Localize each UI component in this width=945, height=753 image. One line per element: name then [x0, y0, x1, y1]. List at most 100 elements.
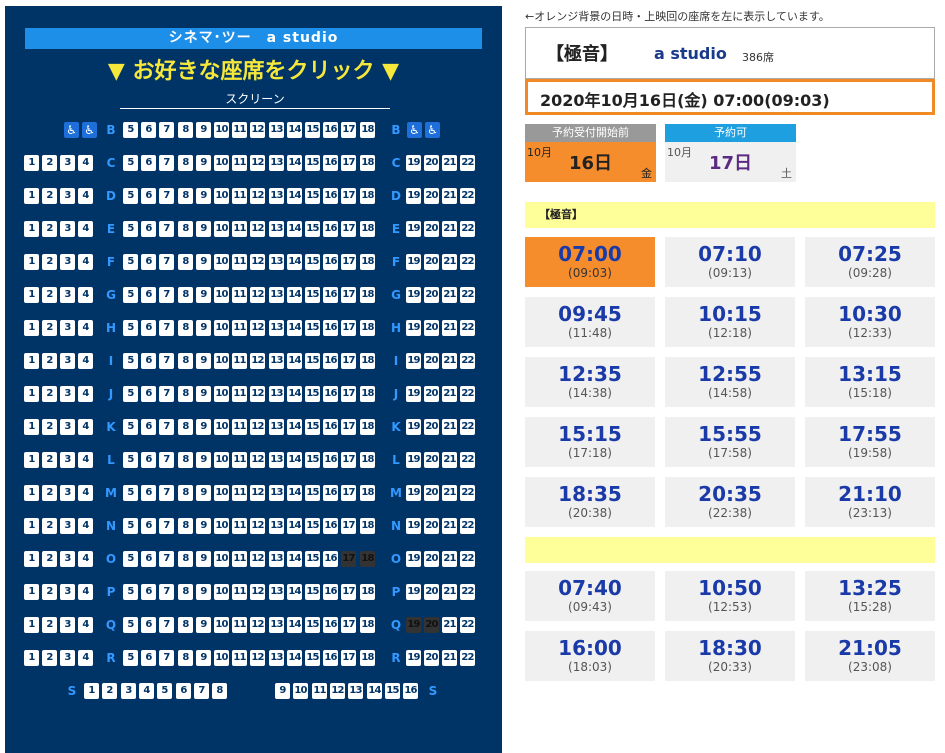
seat-12[interactable]: 12 [250, 320, 265, 336]
seat-3[interactable]: 3 [60, 551, 75, 567]
seat-16[interactable]: 16 [323, 452, 338, 468]
seat-13[interactable]: 13 [269, 122, 284, 138]
seat-13[interactable]: 13 [269, 188, 284, 204]
seat-8[interactable]: 8 [178, 518, 193, 534]
seat-13[interactable]: 13 [269, 551, 284, 567]
seat-11[interactable]: 11 [232, 254, 247, 270]
seat-9[interactable]: 9 [196, 551, 211, 567]
showtime-slot[interactable]: 15:55 (17:58) [665, 417, 795, 467]
seat-4[interactable]: 4 [78, 155, 93, 171]
seat-18[interactable]: 18 [360, 320, 375, 336]
seat-19[interactable]: 19 [406, 221, 421, 237]
seat-2[interactable]: 2 [42, 650, 57, 666]
seat-2[interactable]: 2 [42, 221, 57, 237]
seat-22[interactable]: 22 [460, 320, 475, 336]
seat-21[interactable]: 21 [442, 188, 457, 204]
seat-7[interactable]: 7 [159, 122, 174, 138]
seat-1[interactable]: 1 [24, 254, 39, 270]
seat-9[interactable]: 9 [196, 518, 211, 534]
showtime-slot[interactable]: 10:15 (12:18) [665, 297, 795, 347]
seat-12[interactable]: 12 [250, 287, 265, 303]
seat-8[interactable]: 8 [178, 353, 193, 369]
seat-13[interactable]: 13 [269, 221, 284, 237]
seat-1[interactable]: 1 [24, 518, 39, 534]
seat-2[interactable]: 2 [42, 155, 57, 171]
seat-14[interactable]: 14 [287, 221, 302, 237]
seat-19[interactable]: 19 [406, 386, 421, 402]
seat-17[interactable]: 17 [341, 254, 356, 270]
seat-2[interactable]: 2 [42, 353, 57, 369]
showtime-slot[interactable]: 17:55 (19:58) [805, 417, 935, 467]
seat-12[interactable]: 12 [250, 221, 265, 237]
showtime-slot[interactable]: 15:15 (17:18) [525, 417, 655, 467]
seat-5[interactable]: 5 [123, 122, 138, 138]
seat-3[interactable]: 3 [60, 254, 75, 270]
seat-9[interactable]: 9 [196, 485, 211, 501]
seat-21[interactable]: 21 [442, 221, 457, 237]
seat-10[interactable]: 10 [214, 452, 229, 468]
seat-18[interactable]: 18 [360, 650, 375, 666]
seat-16[interactable]: 16 [323, 155, 338, 171]
seat-5[interactable]: 5 [123, 419, 138, 435]
wheelchair-icon[interactable]: ♿ [64, 122, 79, 138]
seat-18[interactable]: 18 [360, 188, 375, 204]
seat-3[interactable]: 3 [60, 485, 75, 501]
seat-1[interactable]: 1 [24, 617, 39, 633]
seat-16[interactable]: 16 [323, 287, 338, 303]
seat-10[interactable]: 10 [214, 287, 229, 303]
seat-2[interactable]: 2 [42, 386, 57, 402]
seat-18[interactable]: 18 [360, 287, 375, 303]
seat-16[interactable]: 16 [323, 650, 338, 666]
seat-14[interactable]: 14 [287, 518, 302, 534]
seat-19[interactable]: 19 [406, 155, 421, 171]
seat-6[interactable]: 6 [141, 617, 156, 633]
seat-13[interactable]: 13 [269, 287, 284, 303]
seat-10[interactable]: 10 [214, 122, 229, 138]
seat-2[interactable]: 2 [42, 287, 57, 303]
seat-21[interactable]: 21 [442, 584, 457, 600]
seat-8[interactable]: 8 [178, 188, 193, 204]
seat-6[interactable]: 6 [141, 254, 156, 270]
seat-5[interactable]: 5 [123, 221, 138, 237]
showtime-slot[interactable]: 12:35 (14:38) [525, 357, 655, 407]
seat-16[interactable]: 16 [323, 386, 338, 402]
seat-3[interactable]: 3 [60, 188, 75, 204]
seat-10[interactable]: 10 [214, 584, 229, 600]
seat-15[interactable]: 15 [305, 386, 320, 402]
seat-14[interactable]: 14 [287, 353, 302, 369]
seat-9[interactable]: 9 [196, 353, 211, 369]
seat-12[interactable]: 12 [250, 188, 265, 204]
seat-13[interactable]: 13 [269, 584, 284, 600]
seat-10[interactable]: 10 [214, 551, 229, 567]
seat-17[interactable]: 17 [341, 518, 356, 534]
seat-20[interactable]: 20 [424, 287, 439, 303]
seat-10[interactable]: 10 [293, 683, 308, 699]
seat-20[interactable]: 20 [424, 485, 439, 501]
seat-12[interactable]: 12 [250, 122, 265, 138]
seat-6[interactable]: 6 [141, 155, 156, 171]
seat-16[interactable]: 16 [323, 551, 338, 567]
seat-14[interactable]: 14 [287, 419, 302, 435]
seat-6[interactable]: 6 [141, 485, 156, 501]
seat-5[interactable]: 5 [123, 188, 138, 204]
showtime-slot[interactable]: 12:55 (14:58) [665, 357, 795, 407]
seat-5[interactable]: 5 [123, 353, 138, 369]
seat-4[interactable]: 4 [78, 353, 93, 369]
seat-8[interactable]: 8 [178, 551, 193, 567]
seat-1[interactable]: 1 [24, 551, 39, 567]
seat-12[interactable]: 12 [250, 518, 265, 534]
seat-10[interactable]: 10 [214, 188, 229, 204]
seat-5[interactable]: 5 [123, 155, 138, 171]
seat-3[interactable]: 3 [60, 617, 75, 633]
seat-20[interactable]: 20 [424, 551, 439, 567]
seat-11[interactable]: 11 [232, 518, 247, 534]
seat-10[interactable]: 10 [214, 617, 229, 633]
seat-15[interactable]: 15 [305, 188, 320, 204]
seat-19[interactable]: 19 [406, 320, 421, 336]
seat-8[interactable]: 8 [178, 254, 193, 270]
seat-2[interactable]: 2 [42, 320, 57, 336]
seat-9[interactable]: 9 [275, 683, 290, 699]
seat-16[interactable]: 16 [323, 617, 338, 633]
seat-14[interactable]: 14 [287, 617, 302, 633]
seat-5[interactable]: 5 [123, 617, 138, 633]
